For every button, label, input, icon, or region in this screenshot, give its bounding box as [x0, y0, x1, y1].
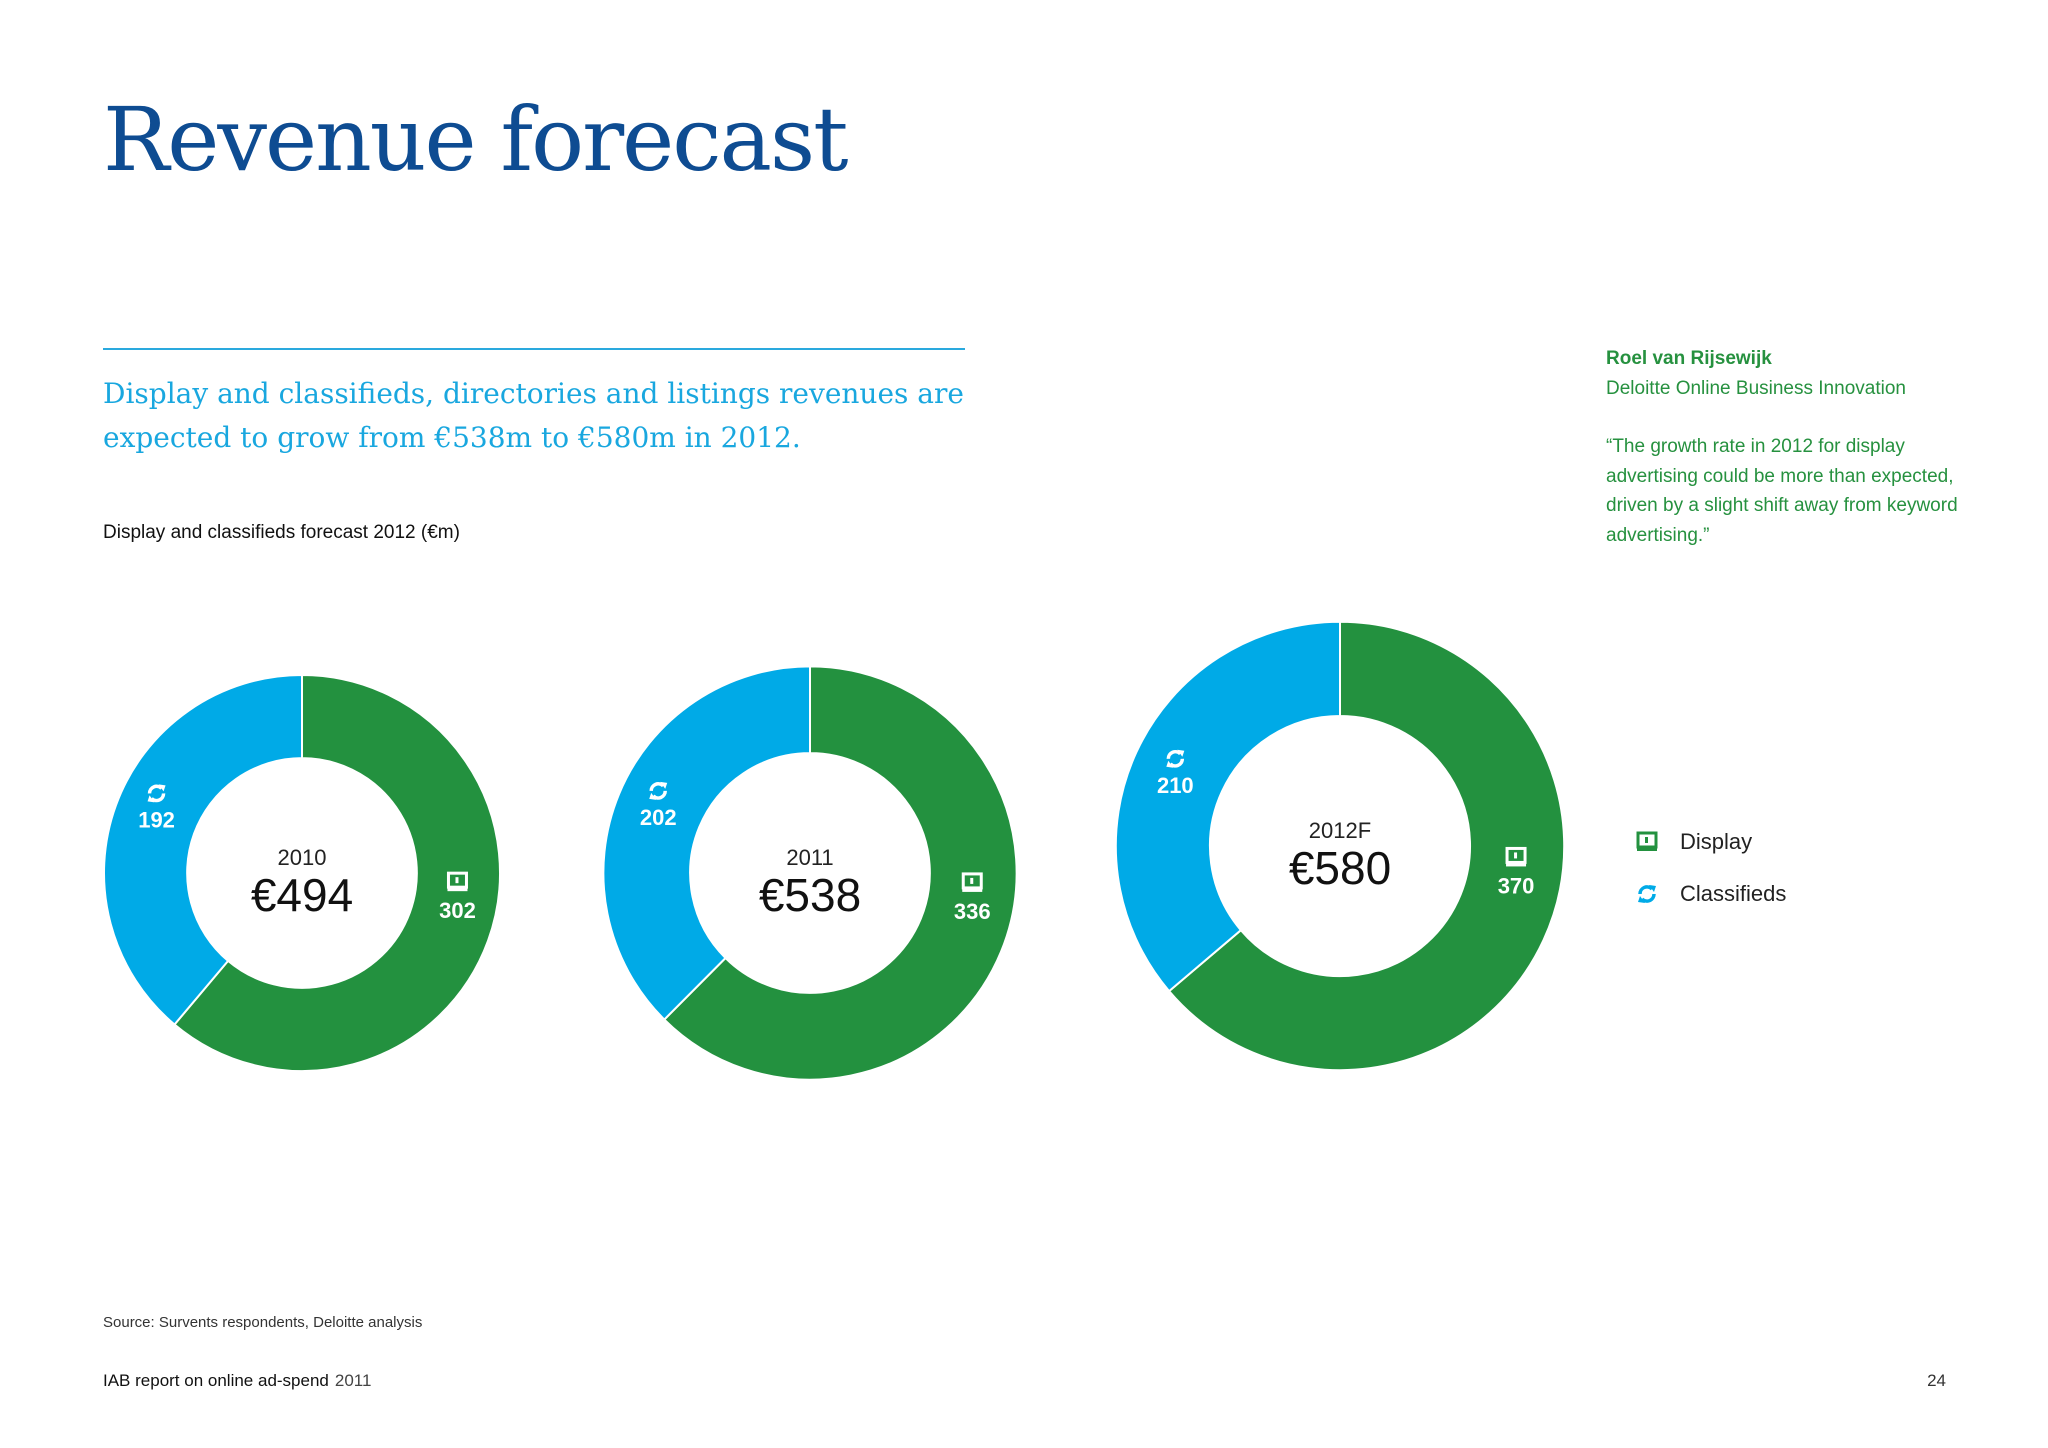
center-total-2011: €538: [759, 869, 861, 921]
donut-chart-2010: 302 192 2010€494: [102, 673, 501, 1072]
quote-block: Roel van Rijsewijk Deloitte Online Busin…: [1606, 344, 1966, 550]
donut-charts: 302 192 2010€494 336 202 2011€538 370 210 2012F€…: [102, 620, 1566, 1081]
center-total-2012F: €580: [1289, 842, 1391, 894]
slice-classifieds-2011: [602, 665, 811, 1021]
quote-organization: Deloitte Online Business Innovation: [1606, 377, 1906, 399]
lede-text: Display and classifieds, directories and…: [103, 377, 964, 454]
quote-author: Roel van Rijsewijk: [1606, 348, 1772, 369]
legend-label-display: Display: [1680, 829, 1753, 854]
slice-classifieds-2010: [102, 673, 303, 1026]
refresh-icon: [649, 781, 668, 800]
legend-item-display: Display: [1636, 816, 1786, 868]
donut-chart-2011: 336 202 2011€538: [602, 665, 1018, 1081]
legend-label-classifieds: Classifieds: [1680, 881, 1787, 906]
center-total-2010: €494: [251, 869, 353, 921]
source-note: Source: Survents respondents, Deloitte a…: [103, 1314, 423, 1331]
refresh-icon: [147, 784, 166, 803]
refresh-icon: [1166, 749, 1185, 768]
monitor-icon: [446, 871, 468, 892]
value-label-display-2011: 336: [954, 899, 991, 924]
slice-display-2012F: [1167, 620, 1566, 1072]
slice-display-2010: [173, 673, 501, 1072]
slice-display-2011: [662, 665, 1018, 1081]
monitor-icon: [1636, 831, 1658, 851]
value-label-display-2012F: 370: [1498, 873, 1535, 898]
value-label-classifieds-2010: 192: [138, 807, 175, 832]
refresh-icon: [1638, 885, 1656, 903]
quote-text: “The growth rate in 2012 for display adv…: [1606, 436, 1958, 546]
slice-classifieds-2012F: [1114, 620, 1341, 993]
center-year-2012F: 2012F: [1309, 818, 1371, 843]
value-label-classifieds-2011: 202: [640, 805, 677, 830]
footer: IAB report on online ad-spend 2011: [103, 1371, 371, 1391]
value-label-display-2010: 302: [439, 898, 476, 923]
monitor-icon: [1505, 846, 1527, 867]
footer-year: 2011: [334, 1371, 372, 1390]
chart-legend: Display Classifieds: [1636, 816, 1786, 920]
legend-item-classifieds: Classifieds: [1636, 868, 1786, 920]
page-number: 24: [1927, 1371, 1946, 1390]
chart-title: Display and classifieds forecast 2012 (€…: [103, 522, 460, 543]
donut-chart-2012F: 370 210 2012F€580: [1114, 620, 1566, 1072]
page-title: Revenue forecast: [103, 88, 848, 191]
divider-rule: [103, 348, 965, 350]
footer-title: IAB report on online ad-spend: [103, 1371, 329, 1390]
center-year-2011: 2011: [786, 845, 833, 870]
value-label-classifieds-2012F: 210: [1157, 773, 1194, 798]
monitor-icon: [961, 872, 983, 892]
center-year-2010: 2010: [278, 845, 327, 870]
